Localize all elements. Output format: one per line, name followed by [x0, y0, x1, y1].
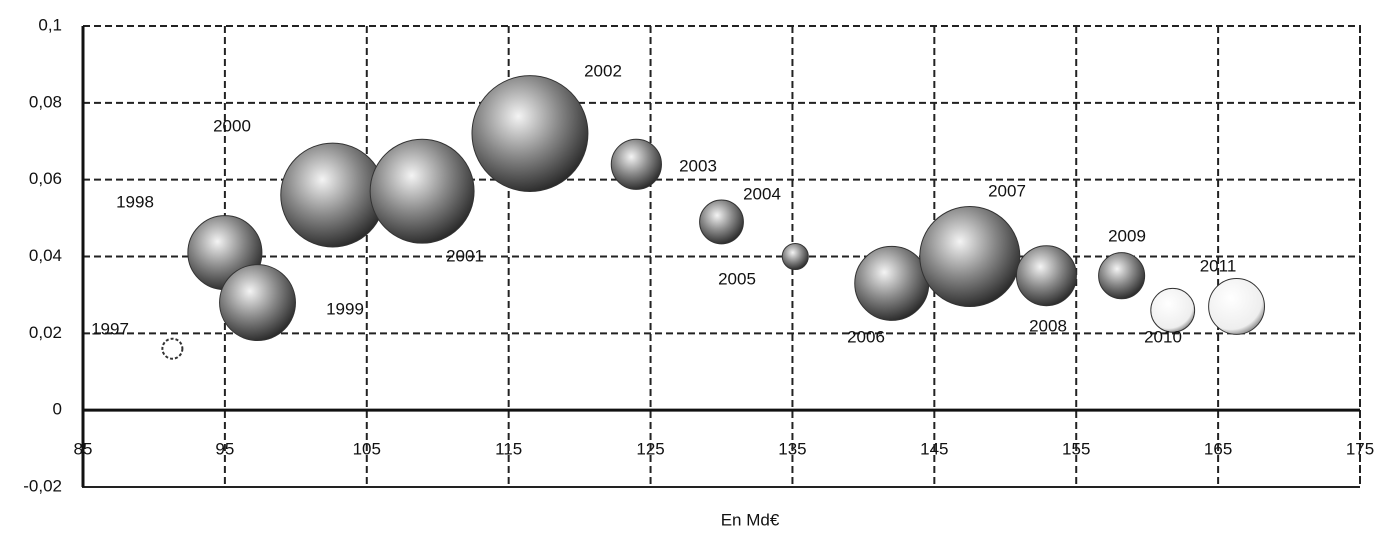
bubble-label: 1998: [116, 192, 154, 211]
bubble-label: 2004: [743, 184, 781, 203]
bubble: [1015, 245, 1077, 307]
bubble: [471, 75, 589, 193]
bubble-label: 2009: [1108, 226, 1146, 245]
bubble-label: 1999: [326, 299, 364, 318]
bubble: [1150, 287, 1196, 333]
x-axis-label: En Md€: [721, 510, 780, 529]
bubble-label: 2003: [679, 156, 717, 175]
bubble: [219, 264, 296, 342]
bubble: [1098, 252, 1146, 300]
y-tick-label: 0: [53, 400, 62, 419]
y-tick-label: 0,04: [29, 246, 62, 265]
bubble: [280, 142, 386, 248]
bubble-label: 2011: [1200, 256, 1237, 275]
y-tick-label: 0,1: [38, 15, 62, 34]
bubble: [919, 206, 1021, 307]
bubble-label: 2010: [1144, 327, 1182, 346]
bubble: [781, 242, 809, 271]
bubble: [1208, 278, 1265, 335]
y-tick-label: 0,08: [29, 92, 62, 111]
bubble: [369, 138, 475, 244]
bubble: [699, 199, 744, 245]
bubble-label: 1997: [91, 319, 129, 338]
bubble-label: 2006: [847, 327, 885, 346]
bubble: [610, 138, 662, 190]
bubble: [854, 245, 930, 321]
bubble-label: 2002: [584, 61, 622, 80]
y-tick-label: -0,02: [23, 476, 62, 495]
bubble-label: 2005: [718, 269, 756, 288]
bubble-label: 2007: [988, 181, 1026, 200]
bubble-label: 2001: [446, 246, 484, 265]
bubble-label: 2008: [1029, 316, 1067, 335]
y-tick-label: 0,06: [29, 169, 62, 188]
bubble: [161, 337, 184, 360]
bubble-label: 2000: [213, 116, 251, 135]
y-tick-label: 0,02: [29, 323, 62, 342]
